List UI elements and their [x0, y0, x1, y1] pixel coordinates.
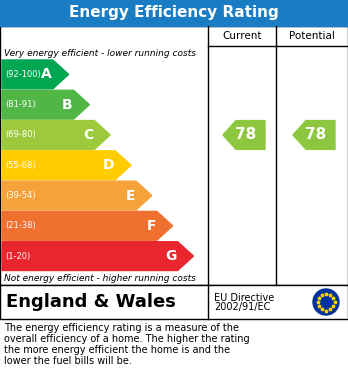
Text: 2002/91/EC: 2002/91/EC: [214, 302, 270, 312]
Polygon shape: [2, 212, 173, 240]
Text: Energy Efficiency Rating: Energy Efficiency Rating: [69, 5, 279, 20]
Bar: [0, 0, 348, 26]
Text: (21-38): (21-38): [5, 221, 36, 230]
Text: Not energy efficient - higher running costs: Not energy efficient - higher running co…: [4, 274, 196, 283]
Polygon shape: [2, 120, 110, 149]
Text: overall efficiency of a home. The higher the rating: overall efficiency of a home. The higher…: [4, 334, 250, 344]
Polygon shape: [293, 120, 335, 149]
Polygon shape: [2, 242, 193, 271]
Text: the more energy efficient the home is and the: the more energy efficient the home is an…: [4, 345, 230, 355]
Text: (69-80): (69-80): [5, 131, 36, 140]
Text: The energy efficiency rating is a measure of the: The energy efficiency rating is a measur…: [4, 323, 239, 333]
Text: Very energy efficient - lower running costs: Very energy efficient - lower running co…: [4, 48, 196, 57]
Polygon shape: [2, 151, 131, 179]
Text: (81-91): (81-91): [5, 100, 35, 109]
Polygon shape: [2, 90, 89, 119]
Text: G: G: [165, 249, 176, 263]
Polygon shape: [2, 181, 152, 210]
Text: 78: 78: [306, 127, 327, 142]
Text: lower the fuel bills will be.: lower the fuel bills will be.: [4, 356, 132, 366]
Text: A: A: [41, 67, 52, 81]
Text: (92-100): (92-100): [5, 70, 41, 79]
Text: (1-20): (1-20): [5, 251, 30, 261]
Text: (39-54): (39-54): [5, 191, 35, 200]
Polygon shape: [2, 60, 69, 89]
Text: C: C: [83, 128, 93, 142]
Text: B: B: [62, 98, 73, 112]
Text: 78: 78: [235, 127, 256, 142]
Text: Current: Current: [222, 31, 262, 41]
Text: England & Wales: England & Wales: [6, 293, 176, 311]
Text: E: E: [126, 188, 135, 203]
Text: F: F: [146, 219, 156, 233]
Bar: [0, 285, 348, 319]
Bar: [0, 26, 348, 285]
Circle shape: [313, 289, 339, 315]
Polygon shape: [223, 120, 265, 149]
Text: D: D: [103, 158, 114, 172]
Text: Potential: Potential: [289, 31, 335, 41]
Text: EU Directive: EU Directive: [214, 293, 274, 303]
Text: (55-68): (55-68): [5, 161, 36, 170]
